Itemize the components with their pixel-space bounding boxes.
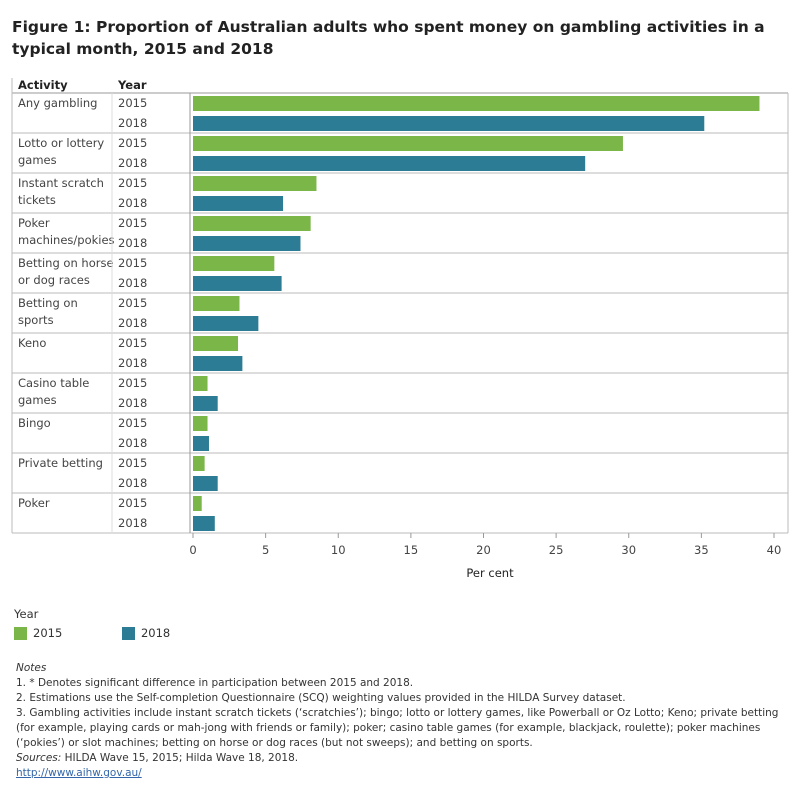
note-line: 1. * Denotes significant difference in p… — [16, 677, 414, 689]
category-label: Keno — [18, 336, 46, 350]
category-label: Poker machines/pokies — [18, 216, 115, 247]
year-label: 2015 — [118, 216, 147, 230]
year-label: 2015 — [118, 456, 147, 470]
bar-2018[interactable] — [193, 436, 209, 451]
year-label: 2018 — [118, 476, 147, 490]
bar-2018[interactable] — [193, 516, 215, 531]
year-label: 2018 — [118, 356, 147, 370]
year-label: 2015 — [118, 496, 147, 510]
legend-swatch — [14, 627, 27, 640]
year-label: 2018 — [118, 156, 147, 170]
year-label: 2015 — [118, 256, 147, 270]
legend-swatch — [121, 627, 135, 640]
year-label: 2015 — [118, 376, 147, 390]
sources-label: Sources: — [16, 752, 62, 764]
category-label: Poker — [18, 496, 50, 510]
bar-2015[interactable] — [193, 216, 311, 231]
bar-2015[interactable] — [193, 136, 623, 151]
x-axis-label: Per cent — [466, 566, 514, 580]
year-label: 2018 — [118, 236, 147, 250]
column-header-year: Year — [117, 78, 147, 92]
year-label: 2018 — [118, 116, 147, 130]
year-label: 2018 — [118, 516, 147, 530]
x-tick-label: 20 — [476, 543, 491, 557]
year-label: 2018 — [118, 276, 147, 290]
bar-2015[interactable] — [193, 256, 275, 271]
category-label: Instant scratch tickets — [18, 176, 104, 207]
chart-title: Figure 1: Proportion of Australian adult… — [12, 18, 765, 58]
category-label: Private betting — [18, 456, 103, 470]
x-tick-label: 40 — [767, 543, 782, 557]
bar-2018[interactable] — [193, 476, 218, 491]
legend-item-2015[interactable]: 2015 — [14, 626, 62, 640]
sources: Sources: HILDA Wave 15, 2015; Hilda Wave… — [16, 751, 786, 766]
bar-2015[interactable] — [193, 296, 240, 311]
notes-heading: Notes — [16, 662, 47, 674]
bar-2015[interactable] — [193, 376, 208, 391]
x-tick-label: 30 — [621, 543, 636, 557]
category-label: Lotto or lottery games — [18, 136, 104, 167]
bar-2018[interactable] — [193, 396, 218, 411]
legend-label: 2015 — [33, 626, 63, 640]
year-label: 2018 — [118, 436, 147, 450]
year-label: 2018 — [118, 316, 147, 330]
category-label: Any gambling — [18, 96, 97, 110]
x-tick-label: 5 — [262, 543, 269, 557]
legend: Year 2015 2018 — [14, 607, 226, 640]
year-label: 2015 — [118, 96, 147, 110]
aihw-link[interactable]: http://www.aihw.gov.au/ — [16, 767, 142, 779]
category-label: Betting on sports — [18, 296, 78, 327]
bar-2015[interactable] — [193, 416, 208, 431]
category-label: Bingo — [18, 416, 51, 430]
year-label: 2015 — [118, 136, 147, 150]
bar-2018[interactable] — [193, 156, 586, 171]
bar-2015[interactable] — [193, 176, 317, 191]
x-tick-label: 25 — [549, 543, 564, 557]
category-label: Betting on horse or dog races — [18, 256, 114, 287]
bar-2018[interactable] — [193, 236, 301, 251]
column-header-activity: Activity — [18, 78, 68, 92]
x-tick-label: 10 — [331, 543, 346, 557]
year-label: 2015 — [118, 296, 147, 310]
category-label: Casino table games — [18, 376, 89, 407]
bar-2015[interactable] — [193, 456, 205, 471]
bar-2015[interactable] — [193, 96, 760, 111]
year-label: 2015 — [118, 336, 147, 350]
bar-2018[interactable] — [193, 316, 259, 331]
x-tick-label: 0 — [189, 543, 196, 557]
bar-2018[interactable] — [193, 116, 705, 131]
note-line: 3. Gambling activities include instant s… — [16, 707, 779, 749]
bar-2018[interactable] — [193, 196, 284, 211]
bar-2015[interactable] — [193, 336, 239, 351]
bar-2015[interactable] — [193, 496, 202, 511]
year-label: 2018 — [118, 396, 147, 410]
notes: Notes 1. * Denotes significant differenc… — [16, 661, 786, 781]
year-label: 2015 — [118, 176, 147, 190]
x-tick-label: 35 — [694, 543, 709, 557]
legend-item-2018[interactable]: 2018 — [121, 626, 171, 640]
legend-label: 2018 — [140, 626, 171, 640]
year-label: 2015 — [118, 416, 147, 430]
note-line: 2. Estimations use the Self-completion Q… — [16, 692, 626, 704]
year-label: 2018 — [118, 196, 147, 210]
x-tick-label: 15 — [404, 543, 419, 557]
legend-title: Year — [14, 607, 39, 621]
bar-2018[interactable] — [193, 276, 282, 291]
bar-2018[interactable] — [193, 356, 243, 371]
sources-text: HILDA Wave 15, 2015; Hilda Wave 18, 2018… — [61, 752, 299, 764]
